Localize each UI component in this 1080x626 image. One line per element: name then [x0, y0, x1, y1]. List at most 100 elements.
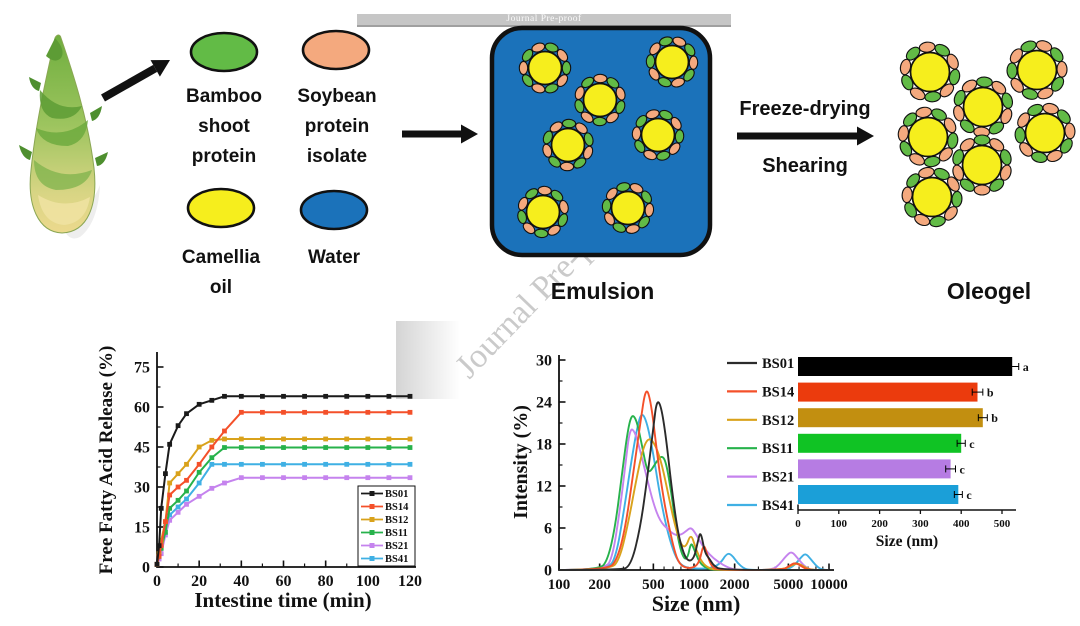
ffa-legend: BS01 BS14 BS12 BS11 BS21 BS41 — [357, 485, 416, 567]
ffa-marker — [238, 461, 244, 467]
ffa-marker — [407, 445, 413, 450]
ffa-ylabel: Free Fatty Acid Release (%) — [96, 346, 117, 575]
dls-ytick: 24 — [536, 395, 552, 412]
ffa-marker — [209, 397, 215, 403]
ffa-marker — [184, 488, 189, 494]
dls-series-BS01 — [558, 401, 829, 571]
ffa-marker — [386, 445, 392, 450]
ffa-legend-label: BS21 — [385, 541, 408, 552]
ffa-marker — [302, 409, 307, 415]
ffa-xtick: 60 — [275, 573, 291, 590]
ffa-marker — [209, 437, 215, 443]
ffa-marker — [344, 475, 350, 481]
ffa-marker — [260, 475, 265, 481]
ffa-marker — [167, 517, 173, 523]
dls-ytick: 12 — [536, 479, 552, 496]
ffa-xtick: 40 — [233, 573, 249, 590]
ffa-marker — [209, 455, 215, 461]
ffa-marker — [407, 475, 413, 481]
arrow-shoot-to-ingredients — [101, 60, 170, 102]
sig-letter: c — [959, 462, 965, 476]
shearing-label: Shearing — [762, 155, 848, 177]
ffa-marker — [260, 461, 265, 467]
dls-ytick: 0 — [544, 563, 552, 580]
ffa-marker — [209, 461, 215, 467]
ffa-marker — [238, 445, 244, 450]
ffa-marker — [175, 509, 181, 515]
ffa-marker — [184, 477, 189, 483]
emulsion-droplets — [517, 36, 699, 239]
ffa-marker — [323, 436, 329, 442]
dls-series-BS14 — [558, 390, 829, 571]
pickering-droplet — [953, 76, 1014, 138]
ffa-marker — [302, 436, 307, 442]
ffa-ytick: 45 — [134, 439, 150, 456]
ffa-marker — [175, 504, 181, 510]
dls-xtick: 100 — [548, 577, 571, 593]
sig-letter: c — [966, 488, 972, 502]
dls-xtick: 2000 — [720, 577, 750, 593]
ffa-marker — [407, 436, 413, 442]
ffa-marker — [407, 393, 413, 399]
ffa-marker — [175, 497, 181, 503]
ffa-marker — [222, 393, 227, 399]
ffa-marker — [163, 471, 168, 477]
pickering-droplet — [574, 73, 626, 127]
arrow-ingredients-to-emulsion — [402, 124, 478, 144]
oleogel-label: Oleogel — [946, 278, 1032, 304]
dls-xtick: 10000 — [810, 577, 848, 593]
ffa-marker — [281, 445, 286, 450]
ffa-marker — [407, 409, 413, 415]
inset-xlabel: Size (nm) — [876, 533, 938, 550]
ffa-marker — [196, 480, 202, 486]
pickering-droplet — [631, 109, 685, 161]
pickering-droplet — [601, 182, 655, 234]
ffa-marker — [386, 436, 392, 442]
ffa-marker — [344, 436, 350, 442]
ffa-marker — [154, 561, 160, 567]
ffa-legend-label: BS14 — [385, 502, 409, 513]
ffa-marker — [167, 492, 173, 498]
ffa-marker — [281, 461, 286, 467]
dls-xtick: 1000 — [679, 577, 709, 593]
dls-series-BS11 — [558, 415, 829, 571]
ffa-marker — [260, 436, 265, 442]
inset-xtick: 400 — [953, 518, 970, 530]
ffa-marker — [323, 393, 329, 399]
ffa-marker — [238, 409, 244, 415]
pickering-droplet — [952, 134, 1012, 196]
ffa-plot: 0 15 30 45 60 75 0 20 40 60 80 100 120 Intestine time… — [96, 346, 422, 612]
ffa-marker — [386, 461, 392, 467]
sig-letter: b — [991, 411, 998, 425]
inset-xtick: 500 — [994, 518, 1011, 530]
watermark-artifact — [396, 321, 460, 399]
ffa-xtick: 0 — [153, 573, 161, 590]
freeze-drying-label: Freeze-drying — [739, 98, 871, 120]
dls-xtick: 500 — [642, 577, 665, 593]
ffa-xtick: 20 — [191, 573, 207, 590]
ffa-marker — [323, 461, 329, 467]
ffa-marker — [386, 393, 392, 399]
ffa-marker — [175, 423, 181, 429]
dls-legend-label: BS21 — [762, 470, 794, 486]
water-ellipse — [299, 189, 369, 231]
bamboo-protein-label: Bamboo shoot protein — [186, 86, 262, 167]
camellia-oil-label: Camellia oil — [181, 247, 261, 298]
ffa-marker — [281, 436, 286, 442]
ffa-marker — [222, 461, 227, 467]
dls-ytick: 30 — [536, 353, 552, 370]
pickering-droplet — [1014, 102, 1076, 163]
ffa-marker — [167, 512, 173, 518]
camellia-oil-ellipse — [186, 187, 256, 229]
size-bar-BS21 — [798, 459, 951, 479]
dls-legend-label: BS12 — [762, 413, 794, 429]
ffa-marker — [167, 480, 173, 486]
ffa-legend-label: BS11 — [385, 528, 408, 539]
ffa-marker — [158, 505, 164, 511]
ffa-marker — [302, 475, 307, 481]
dls-ylabel: Intensity (%) — [510, 405, 532, 519]
ffa-marker — [281, 409, 286, 415]
dls-legend: BS01 BS14 BS12 BS11 BS21 BS41 — [727, 356, 794, 514]
ffa-marker — [196, 493, 202, 499]
dls-legend-label: BS41 — [762, 498, 794, 514]
